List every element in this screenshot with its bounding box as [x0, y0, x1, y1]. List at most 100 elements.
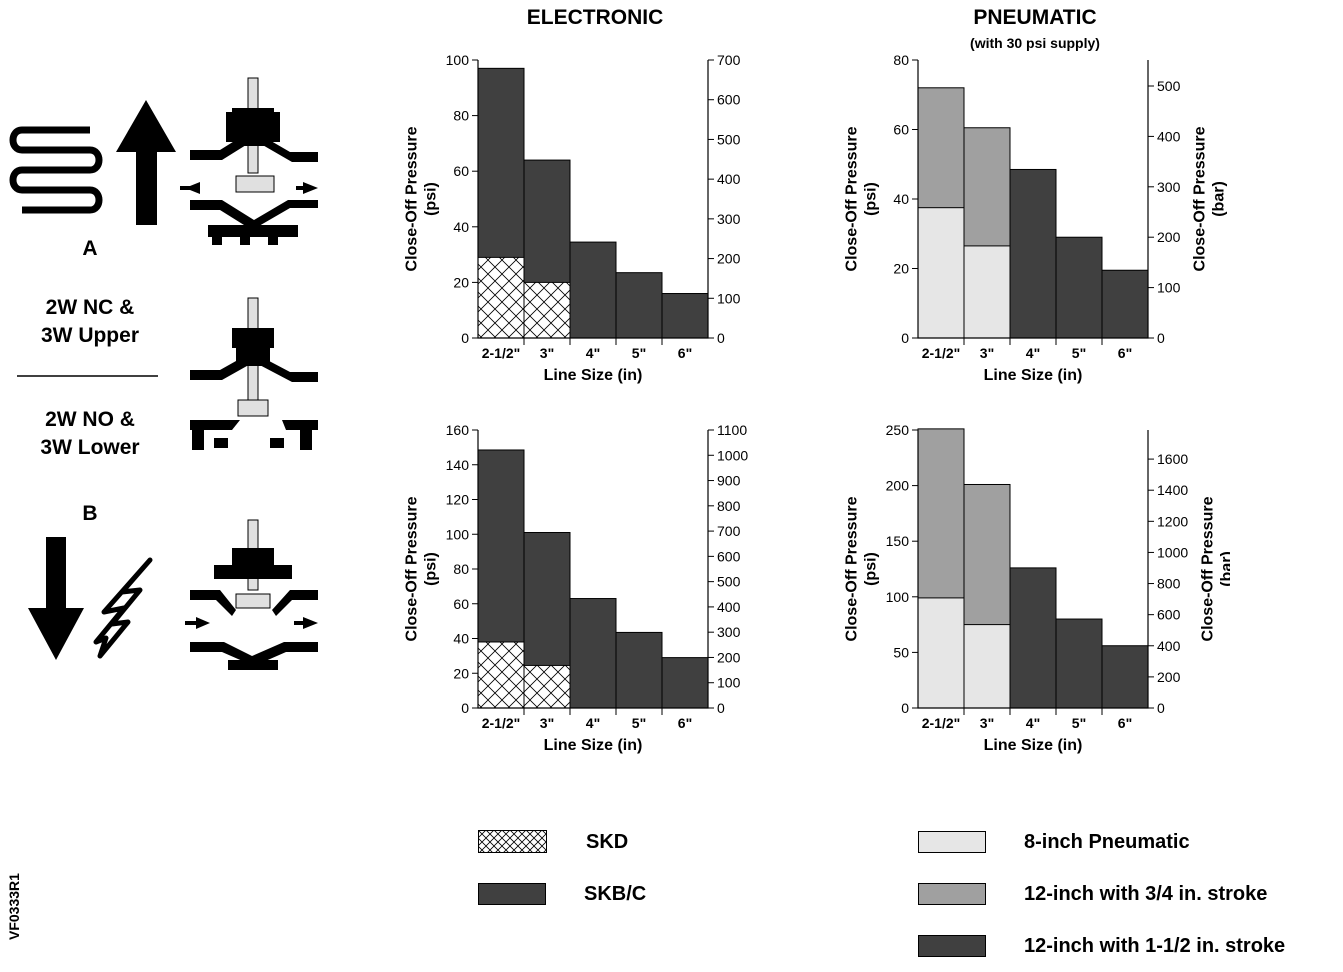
legend-item: 12-inch with 1-1/2 in. stroke: [918, 920, 1285, 972]
pneumatic-header: PNEUMATIC: [973, 6, 1097, 29]
x-tick-label: 5": [632, 715, 646, 731]
y-tick-label: 200: [886, 478, 910, 494]
legend-swatch-medium: [918, 883, 986, 905]
legend-swatch-dark: [478, 883, 546, 905]
x-tick-label: 3": [540, 715, 554, 731]
y2-axis-label-line: Close-Off Pressure: [1192, 126, 1209, 271]
axes: [477, 60, 709, 339]
y-tick-label: 80: [453, 108, 469, 124]
x-tick-label: 2-1/2": [922, 345, 961, 361]
up-arrow-icon: [116, 100, 176, 225]
x-tick-label: 6": [1118, 345, 1132, 361]
y-tick-label: 0: [461, 330, 469, 346]
y2-tick-label: 400: [1157, 128, 1181, 144]
y-axis-label-line: Close-Off Pressure: [844, 496, 861, 641]
y-tick-label: 100: [886, 589, 910, 605]
diagram-lower-line2: 3W Lower: [40, 436, 139, 459]
x-tick-label: 6": [1118, 715, 1132, 731]
y-axis-label-line: (psi): [863, 182, 880, 216]
bar: [1101, 645, 1149, 709]
bar: [661, 657, 709, 709]
y-axis-label-line: (psi): [423, 182, 440, 216]
y-axis-label: Close-Off Pressure (psi): [404, 496, 440, 641]
y-tick-label: 20: [453, 665, 469, 681]
y2-tick-label: 0: [1157, 330, 1165, 346]
legend-label-12inch-112: 12-inch with 1-1/2 in. stroke: [1024, 934, 1286, 957]
x-tick-label: 2-1/2": [482, 715, 521, 731]
valve-diagram: A 2W NC & 3W Upper 2W NO & 3W Lower B: [0, 60, 340, 680]
y2-tick-label: 300: [717, 211, 741, 227]
legend-pneumatic: 8-inch Pneumatic 12-inch with 3/4 in. st…: [918, 816, 1285, 972]
y2-tick-label: 0: [717, 700, 725, 716]
y-tick-label: 140: [446, 457, 470, 473]
y2-tick-label: 700: [717, 523, 741, 539]
x-tick-label: 4": [1026, 715, 1040, 731]
bar: [1009, 168, 1057, 339]
y2-tick-label: 800: [1157, 576, 1181, 592]
legend-label-skd: SKD: [586, 830, 629, 853]
bar: [569, 598, 617, 709]
legend-item: 12-inch with 3/4 in. stroke: [918, 868, 1285, 920]
x-axis-label: Line Size (in): [544, 367, 643, 384]
x-tick-label: 3": [980, 715, 994, 731]
bar: [963, 624, 1011, 709]
y-tick-label: 20: [893, 261, 909, 277]
chart-pneumatic-bottom: 0 50 100 150 200 250 0 200 400 600 800 1000 1200 1400…: [844, 422, 1231, 754]
figure-code: VF0333R1: [6, 873, 22, 940]
diagram-label-a: A: [82, 237, 97, 260]
y-axis-label-line: (psi): [423, 552, 440, 586]
y2-tick-label: 500: [717, 131, 741, 147]
valve-middle-icon: [190, 297, 318, 450]
bar: [1101, 269, 1149, 339]
y-tick-label: 160: [446, 422, 470, 438]
y2-tick-label: 600: [717, 548, 741, 564]
y-tick-label: 40: [893, 191, 909, 207]
bar: [963, 245, 1011, 339]
x-tick-label: 3": [540, 345, 554, 361]
y2-tick-label: 1600: [1157, 451, 1188, 467]
legend-label-skbc: SKB/C: [584, 882, 647, 905]
x-axis-label: Line Size (in): [984, 737, 1083, 754]
x-tick-label: 4": [1026, 345, 1040, 361]
legend-swatch-dark: [918, 935, 986, 957]
y-axis-label: Close-Off Pressure (psi): [404, 126, 440, 271]
y2-axis-label-line: Close-Off Pressure: [1200, 496, 1217, 641]
y-axis-label-line: Close-Off Pressure: [844, 126, 861, 271]
bar: [523, 664, 571, 709]
y-tick-label: 250: [886, 422, 910, 438]
y2-tick-label: 700: [717, 52, 741, 68]
y2-tick-label: 100: [717, 675, 741, 691]
y2-tick-label: 500: [1157, 78, 1181, 94]
legend-swatch-light: [918, 831, 986, 853]
y-axis-label: Close-Off Pressure (psi): [844, 496, 880, 641]
x-tick-label: 5": [632, 345, 646, 361]
y2-axis-label-line: (bar): [1219, 551, 1231, 587]
legend-label-8inch: 8-inch Pneumatic: [1024, 830, 1190, 853]
y2-tick-label: 1200: [1157, 513, 1188, 529]
y2-tick-label: 1100: [717, 422, 747, 438]
bar: [661, 293, 709, 339]
legend-item: 8-inch Pneumatic: [918, 816, 1285, 868]
y-axis-label-line: (psi): [863, 552, 880, 586]
y2-tick-label: 600: [717, 92, 741, 108]
legend-label-12inch-34: 12-inch with 3/4 in. stroke: [1024, 882, 1268, 905]
valve-diagram-graphic: A 2W NC & 3W Upper 2W NO & 3W Lower B: [9, 77, 318, 670]
y2-tick-label: 100: [717, 290, 741, 306]
y-tick-label: 80: [453, 561, 469, 577]
y2-tick-label: 300: [717, 624, 741, 640]
y2-tick-label: 1400: [1157, 482, 1188, 498]
y-tick-label: 0: [901, 330, 909, 346]
x-tick-label: 2-1/2": [482, 345, 521, 361]
y2-tick-label: 200: [717, 649, 741, 665]
spring-icon: [9, 126, 103, 214]
y-tick-label: 60: [453, 596, 469, 612]
y2-tick-label: 400: [717, 599, 741, 615]
y-axis-label: Close-Off Pressure (psi): [844, 126, 880, 271]
y-tick-label: 60: [893, 122, 909, 138]
legend-item: SKB/C: [478, 868, 646, 920]
y2-tick-label: 1000: [717, 447, 748, 463]
y-tick-label: 60: [453, 163, 469, 179]
diagram-lower-line1: 2W NO &: [45, 408, 135, 431]
x-tick-label: 2-1/2": [922, 715, 961, 731]
pneumatic-subheader: (with 30 psi supply): [970, 35, 1100, 51]
